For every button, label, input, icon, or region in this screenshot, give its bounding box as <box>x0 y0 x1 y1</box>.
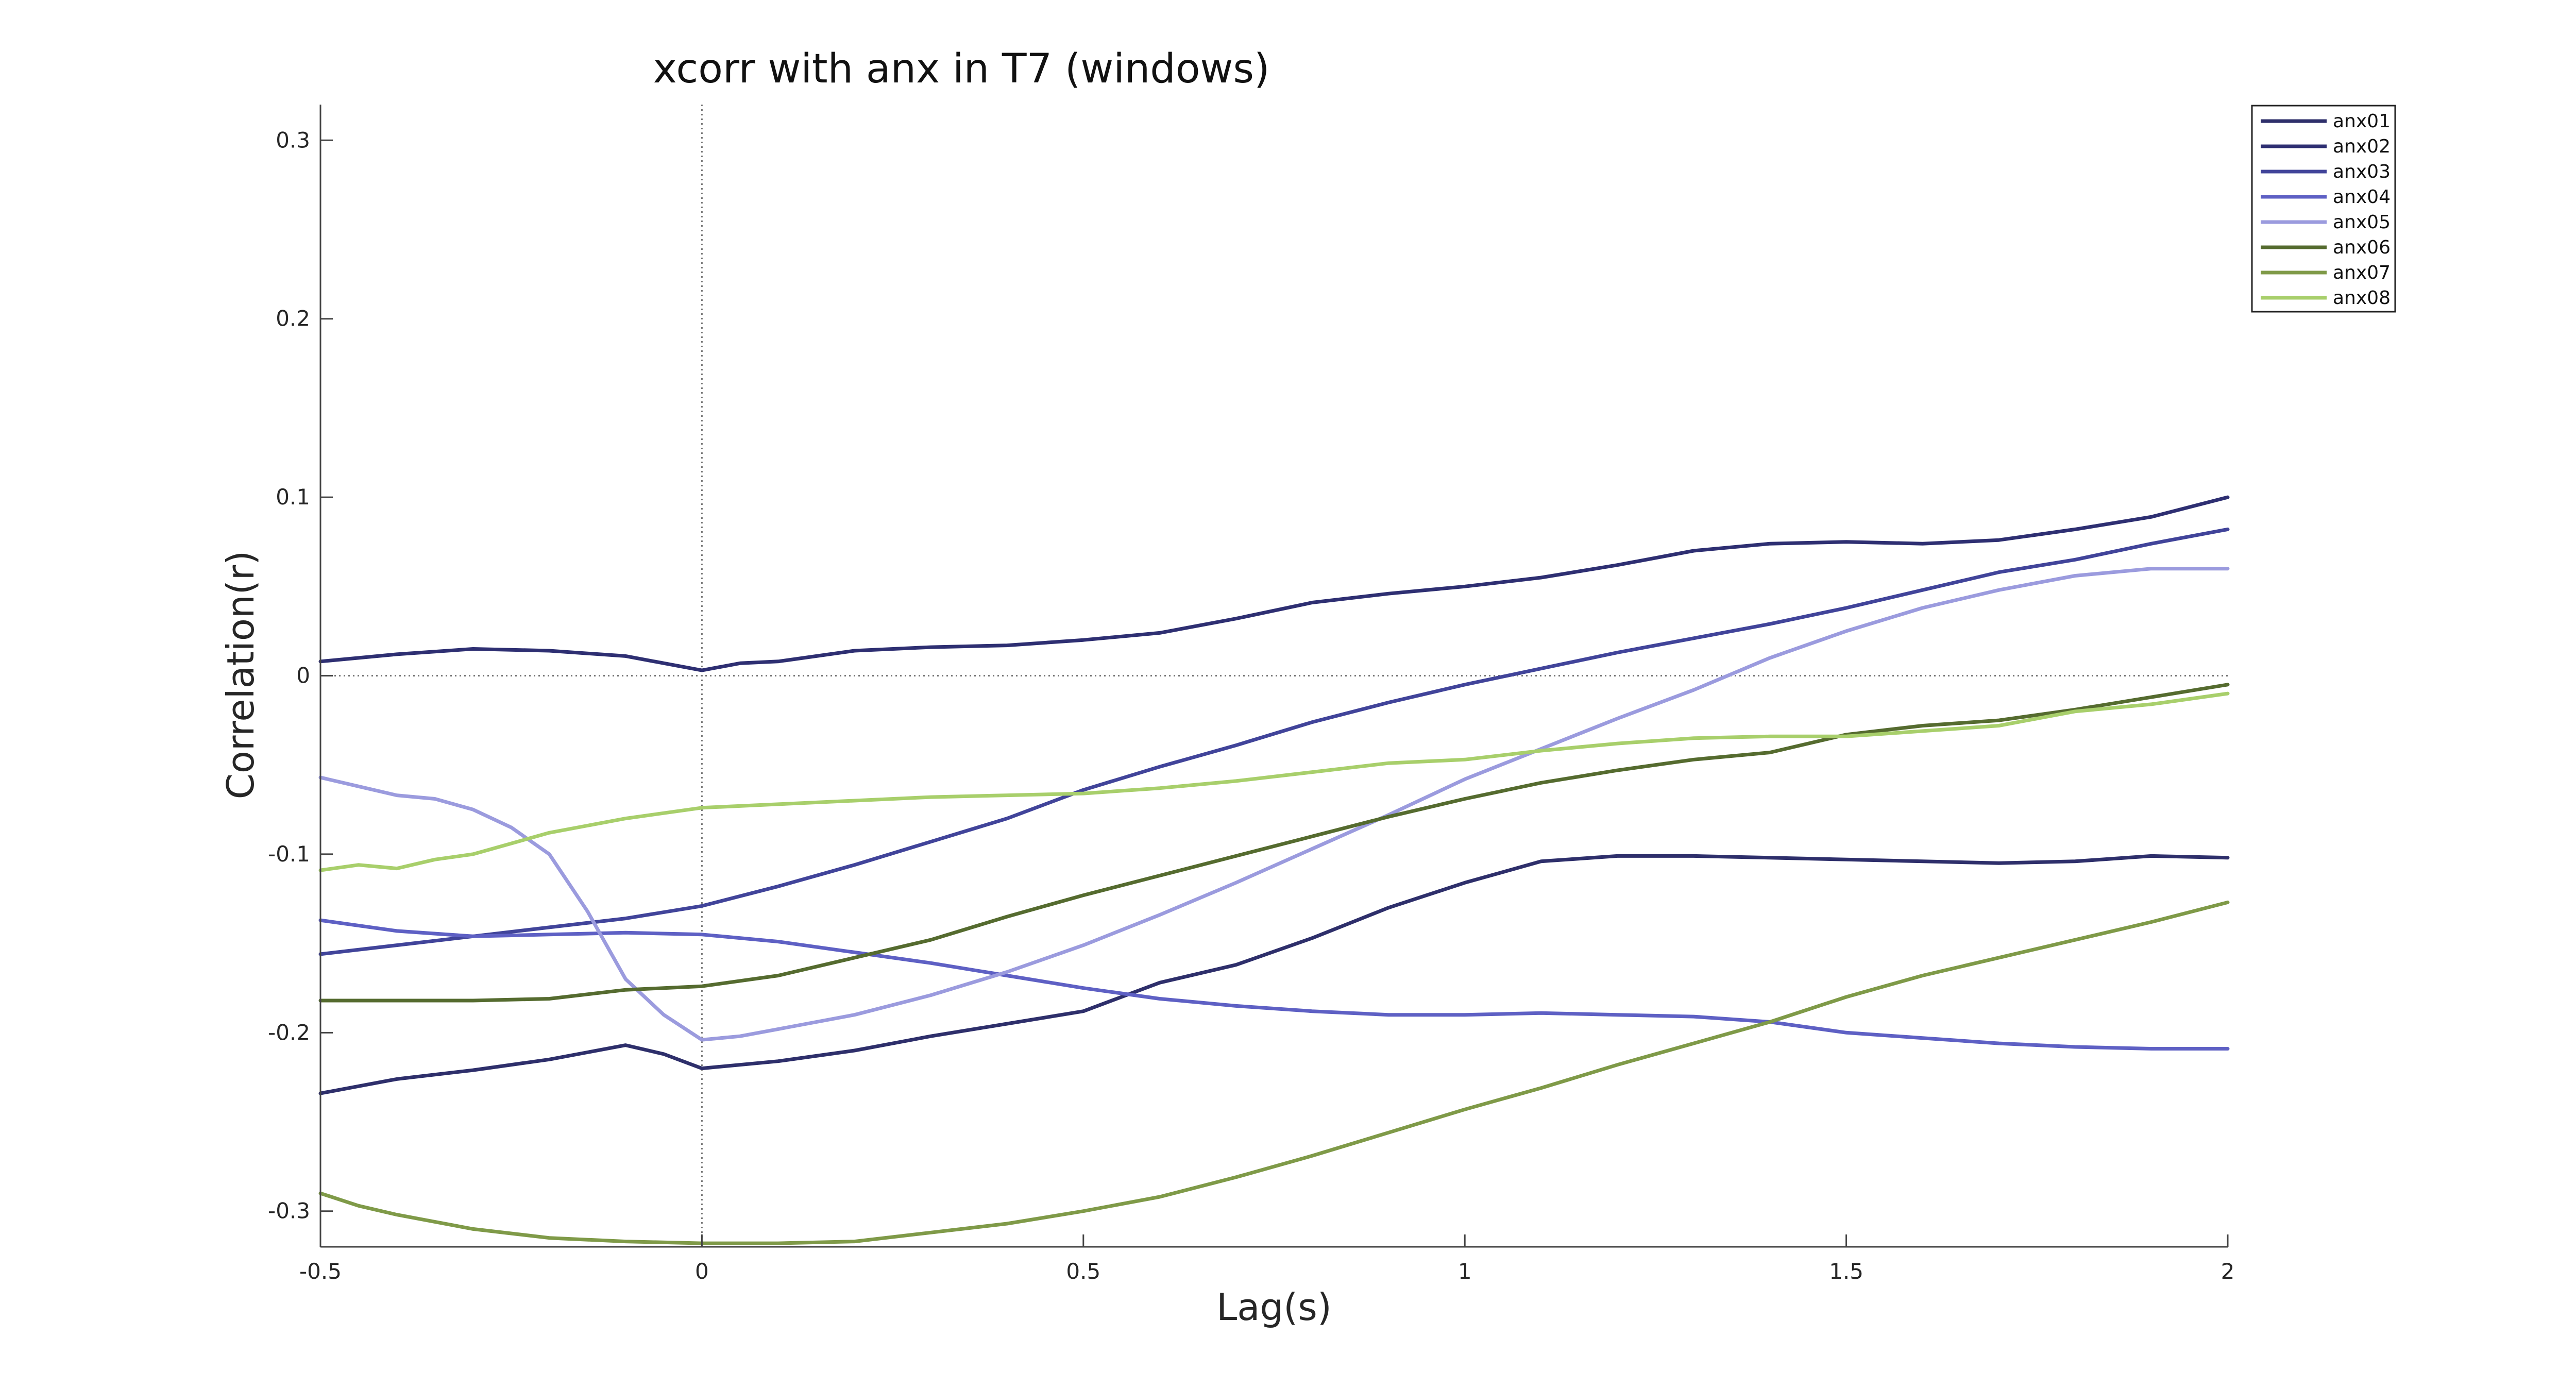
legend-label-anx05: anx05 <box>2333 212 2391 233</box>
chart-title: xcorr with anx in T7 (windows) <box>653 46 1270 92</box>
legend-label-anx06: anx06 <box>2333 237 2391 258</box>
series-line-anx02 <box>318 495 2230 672</box>
ticks: -0.5 0 0.5 1 1.5 2 0.3 0.2 0.1 0 -0.1 -0.2 -0.3 <box>268 127 2234 1284</box>
legend-label-anx02: anx02 <box>2333 136 2391 157</box>
y-tick-label: 0.2 <box>276 306 310 331</box>
x-tick-label: 0 <box>695 1259 709 1284</box>
series-line-anx06 <box>318 683 2230 1003</box>
series-lines <box>318 495 2230 1245</box>
y-tick-label: 0.1 <box>276 484 310 510</box>
series-line-anx04 <box>318 918 2230 1051</box>
y-tick-label: -0.3 <box>268 1198 310 1224</box>
x-tick-label: 2 <box>2221 1259 2235 1284</box>
y-tick-label: -0.2 <box>268 1020 310 1045</box>
legend-box <box>2251 105 2396 313</box>
y-tick-label: -0.1 <box>268 841 310 867</box>
y-tick-label: 0.3 <box>276 127 310 153</box>
y-tick-label: 0 <box>296 663 310 688</box>
legend: anx01 anx02 anx03 anx04 anx05 anx06 anx07 anx08 <box>2251 105 2396 313</box>
legend-items: anx01 anx02 anx03 anx04 anx05 anx06 anx07 anx08 <box>2261 111 2391 309</box>
series-line-anx07 <box>318 900 2230 1245</box>
series-line-anx03 <box>318 527 2230 956</box>
legend-label-anx07: anx07 <box>2333 262 2391 283</box>
x-tick-label: 1 <box>1458 1259 1472 1284</box>
reference-lines <box>320 105 2228 1247</box>
x-tick-label: 0.5 <box>1066 1259 1100 1284</box>
legend-label-anx01: anx01 <box>2333 111 2391 132</box>
series-line-anx08 <box>318 691 2230 872</box>
x-axis-title: Lag(s) <box>1216 1285 1332 1329</box>
x-tick-label: 1.5 <box>1829 1259 1863 1284</box>
x-tick-label: -0.5 <box>299 1259 342 1284</box>
series-line-anx01 <box>318 854 2230 1095</box>
legend-label-anx03: anx03 <box>2333 161 2391 182</box>
series-line-anx05 <box>318 567 2230 1042</box>
legend-label-anx08: anx08 <box>2333 287 2391 309</box>
legend-label-anx04: anx04 <box>2333 187 2391 208</box>
y-axis-title: Correlation(r) <box>219 551 262 800</box>
